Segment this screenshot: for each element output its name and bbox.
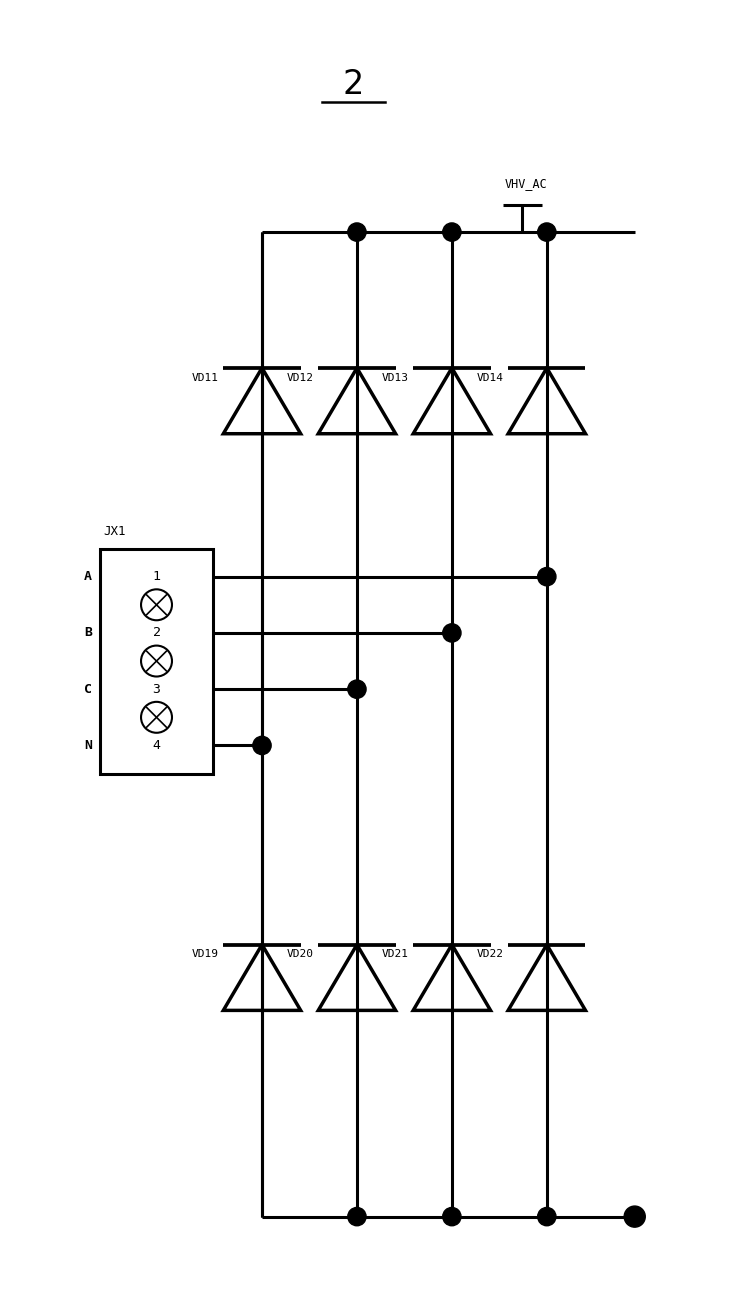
Text: VHV_AC: VHV_AC — [505, 177, 547, 190]
Text: VD13: VD13 — [381, 372, 408, 382]
Text: VD19: VD19 — [191, 950, 218, 959]
Circle shape — [443, 623, 461, 643]
Circle shape — [538, 1207, 556, 1226]
Circle shape — [538, 567, 556, 585]
Circle shape — [624, 1206, 646, 1227]
Text: 2: 2 — [153, 626, 160, 639]
FancyBboxPatch shape — [100, 549, 213, 774]
Text: VD12: VD12 — [286, 372, 313, 382]
Circle shape — [443, 1207, 461, 1226]
Text: VD14: VD14 — [476, 372, 503, 382]
Text: 2: 2 — [343, 68, 364, 101]
Circle shape — [141, 589, 172, 621]
Circle shape — [348, 680, 366, 699]
Text: JX1: JX1 — [104, 526, 126, 539]
Text: A: A — [84, 570, 92, 583]
Text: VD21: VD21 — [381, 950, 408, 959]
Circle shape — [141, 645, 172, 677]
Text: VD20: VD20 — [286, 950, 313, 959]
Text: 3: 3 — [153, 683, 160, 696]
Text: 1: 1 — [153, 570, 160, 583]
Text: VD22: VD22 — [476, 950, 503, 959]
Text: C: C — [84, 683, 92, 696]
Circle shape — [538, 222, 556, 241]
Text: B: B — [84, 626, 92, 639]
Circle shape — [141, 701, 172, 732]
Circle shape — [348, 222, 366, 241]
Text: N: N — [84, 739, 92, 752]
Circle shape — [443, 222, 461, 241]
Text: 4: 4 — [153, 739, 160, 752]
Text: VD11: VD11 — [191, 372, 218, 382]
Circle shape — [253, 736, 271, 755]
Circle shape — [348, 1207, 366, 1226]
